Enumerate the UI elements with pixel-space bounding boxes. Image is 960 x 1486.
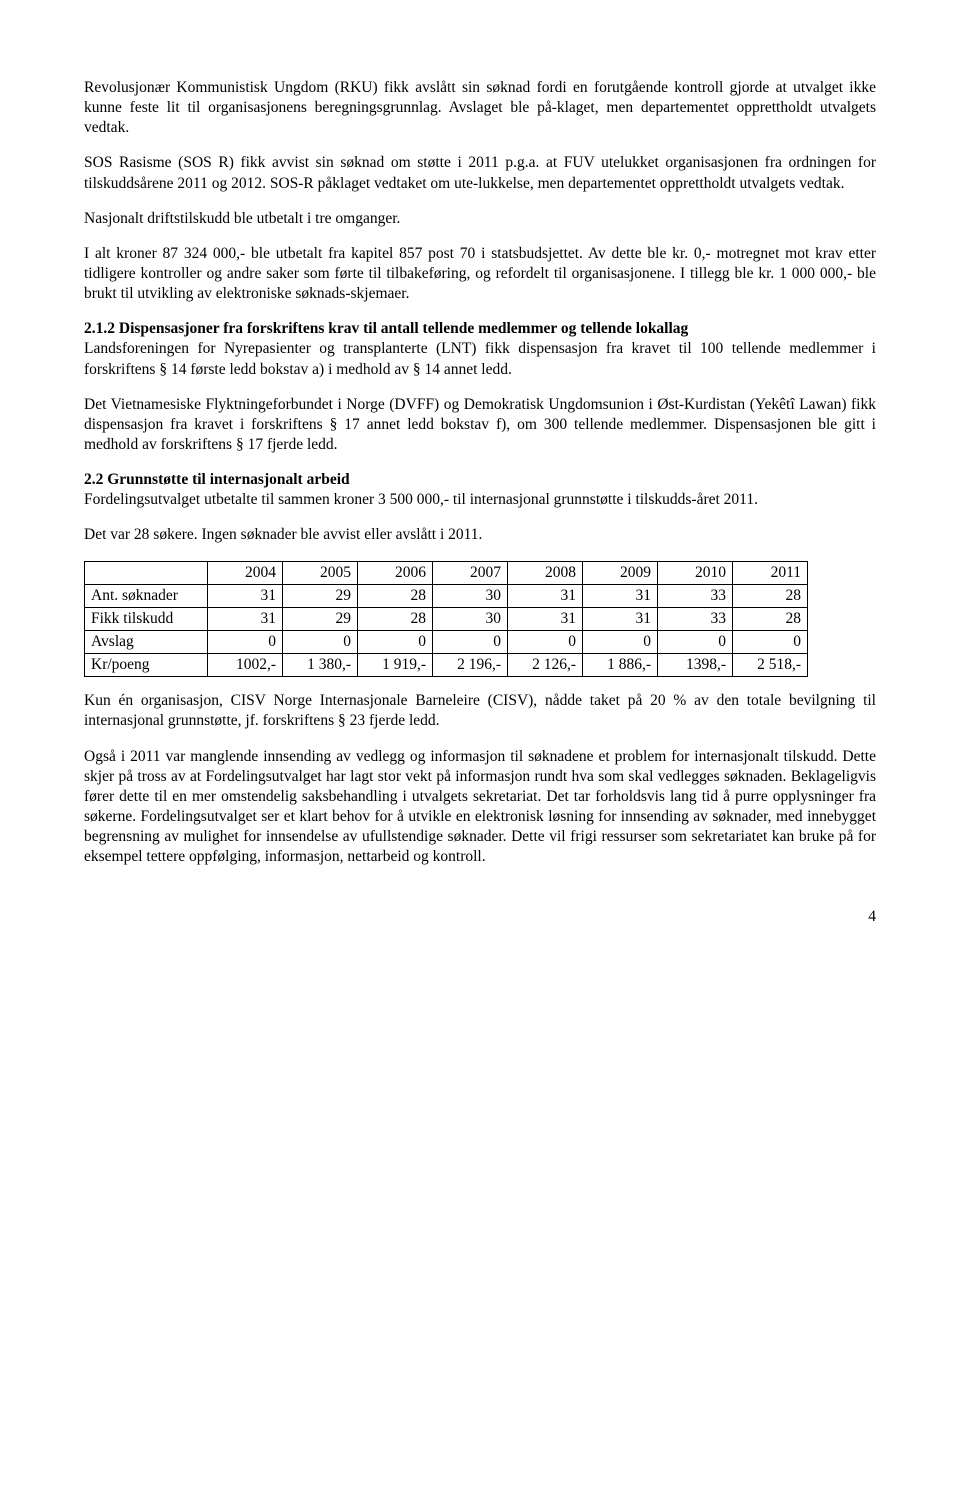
table-cell: 33 [658, 607, 733, 630]
table-cell: 31 [583, 607, 658, 630]
table-row-label: Fikk tilskudd [85, 607, 208, 630]
table-cell: 0 [583, 630, 658, 653]
table-cell: 29 [283, 584, 358, 607]
table-cell: 28 [733, 607, 808, 630]
table-cell: 31 [508, 607, 583, 630]
table-cell: 0 [658, 630, 733, 653]
table-cell: 31 [508, 584, 583, 607]
table-cell: 31 [208, 607, 283, 630]
table-cell: 0 [433, 630, 508, 653]
section-heading-22: 2.2 Grunnstøtte til internasjonalt arbei… [84, 471, 350, 488]
table-cell: 2 126,- [508, 654, 583, 677]
table-cell: 2 196,- [433, 654, 508, 677]
paragraph: Kun én organisasjon, CISV Norge Internas… [84, 691, 876, 731]
table-row: Kr/poeng 1002,- 1 380,- 1 919,- 2 196,- … [85, 654, 808, 677]
table-cell: 1 886,- [583, 654, 658, 677]
table-header-year: 2006 [358, 561, 433, 584]
paragraph: SOS Rasisme (SOS R) fikk avvist sin søkn… [84, 153, 876, 193]
table-cell: 0 [358, 630, 433, 653]
table-cell: 31 [583, 584, 658, 607]
paragraph: 2.1.2 Dispensasjoner fra forskriftens kr… [84, 319, 876, 379]
table-row: Avslag 0 0 0 0 0 0 0 0 [85, 630, 808, 653]
page-number: 4 [84, 907, 876, 927]
table-cell: 28 [358, 607, 433, 630]
table-row-label: Avslag [85, 630, 208, 653]
table-cell: 31 [208, 584, 283, 607]
table-cell: 29 [283, 607, 358, 630]
table-row: Ant. søknader 31 29 28 30 31 31 33 28 [85, 584, 808, 607]
table-row: Fikk tilskudd 31 29 28 30 31 31 33 28 [85, 607, 808, 630]
table-header-row: 2004 2005 2006 2007 2008 2009 2010 2011 [85, 561, 808, 584]
table-cell: 33 [658, 584, 733, 607]
section-heading-212: 2.1.2 Dispensasjoner fra forskriftens kr… [84, 320, 688, 337]
table-cell: 28 [358, 584, 433, 607]
paragraph-text: Landsforeningen for Nyrepasienter og tra… [84, 340, 876, 377]
table-cell: 0 [208, 630, 283, 653]
paragraph-text: Fordelingsutvalget utbetalte til sammen … [84, 491, 758, 508]
table-cell: 30 [433, 607, 508, 630]
table-cell: 30 [433, 584, 508, 607]
table-header-year: 2005 [283, 561, 358, 584]
paragraph: Det var 28 søkere. Ingen søknader ble av… [84, 525, 876, 545]
table-row-label: Ant. søknader [85, 584, 208, 607]
table-row-label: Kr/poeng [85, 654, 208, 677]
table-header-year: 2004 [208, 561, 283, 584]
paragraph: I alt kroner 87 324 000,- ble utbetalt f… [84, 244, 876, 304]
paragraph: Nasjonalt driftstilskudd ble utbetalt i … [84, 209, 876, 229]
table-header-year: 2007 [433, 561, 508, 584]
table-cell: 0 [508, 630, 583, 653]
table-header-year: 2009 [583, 561, 658, 584]
table-cell: 1398,- [658, 654, 733, 677]
stats-table: 2004 2005 2006 2007 2008 2009 2010 2011 … [84, 561, 808, 678]
table-cell: 1002,- [208, 654, 283, 677]
paragraph: Også i 2011 var manglende innsending av … [84, 747, 876, 868]
table-cell: 2 518,- [733, 654, 808, 677]
table-header-blank [85, 561, 208, 584]
paragraph: Revolusjonær Kommunistisk Ungdom (RKU) f… [84, 78, 876, 138]
table-cell: 0 [283, 630, 358, 653]
paragraph: Det Vietnamesiske Flyktningeforbundet i … [84, 395, 876, 455]
table-cell: 28 [733, 584, 808, 607]
paragraph: 2.2 Grunnstøtte til internasjonalt arbei… [84, 470, 876, 510]
table-cell: 1 919,- [358, 654, 433, 677]
table-header-year: 2010 [658, 561, 733, 584]
table-cell: 0 [733, 630, 808, 653]
table-header-year: 2011 [733, 561, 808, 584]
table-cell: 1 380,- [283, 654, 358, 677]
table-header-year: 2008 [508, 561, 583, 584]
